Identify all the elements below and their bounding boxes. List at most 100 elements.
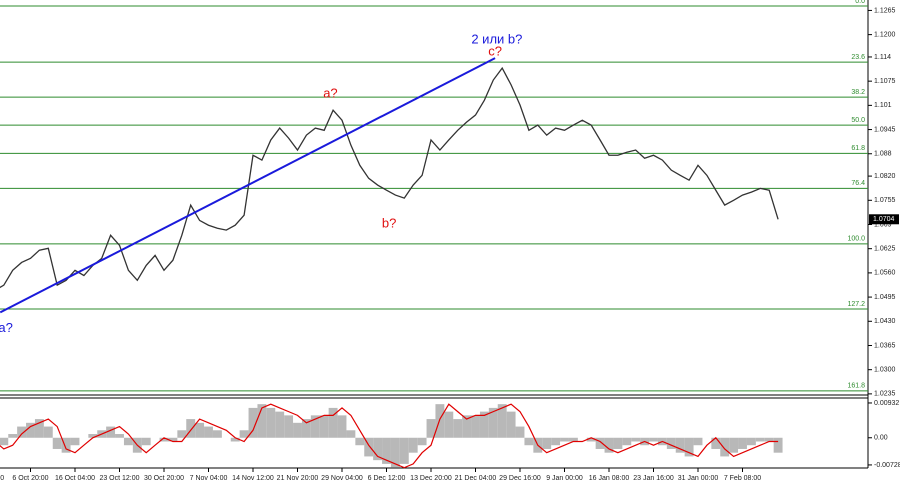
histogram-bar (720, 437, 730, 457)
histogram-bar (301, 419, 311, 438)
x-tick-label: 21 Dec 04:00 (455, 475, 497, 482)
y-tick-label: 1.0755 (874, 197, 896, 204)
y-tick-label: 1.0625 (874, 246, 896, 253)
histogram-bar (435, 404, 445, 438)
histogram-bar (738, 437, 747, 449)
histogram-bar (319, 415, 329, 438)
last-price-box (869, 214, 899, 225)
histogram-bar (257, 404, 267, 438)
histogram-bar (568, 437, 578, 442)
y-tick-label: 1.1265 (874, 7, 896, 14)
histogram-bar (649, 437, 658, 442)
histogram-bar (284, 415, 294, 438)
histogram-bar (17, 426, 27, 438)
x-tick-label: 6 Dec 12:00 (368, 475, 406, 482)
histogram-bar (488, 407, 498, 438)
x-tick-label: 13 Dec 20:00 (410, 475, 452, 482)
histogram-bar (399, 437, 409, 464)
histogram-bar (212, 430, 222, 438)
histogram-bar (61, 437, 71, 453)
fib-label: 100.0 (847, 236, 865, 243)
histogram-bar (52, 437, 62, 449)
y-tick-label: 1.069 (874, 221, 892, 228)
last-price-label: 1.0704 (873, 216, 895, 223)
histogram-bar (293, 422, 302, 438)
y-tick-label: 1.088 (874, 151, 892, 158)
histogram-bar (310, 415, 320, 438)
fib-label: 50.0 (851, 117, 865, 124)
histogram-bar (764, 437, 774, 442)
fib-label: 127.2 (847, 301, 865, 308)
histogram-bar (604, 437, 614, 453)
y-tick-label: 1.0365 (874, 342, 896, 349)
histogram-bar (195, 422, 205, 438)
histogram-bar (177, 430, 187, 438)
histogram-bar (560, 437, 569, 442)
histogram-bar (515, 426, 525, 438)
histogram-bar (355, 437, 365, 446)
x-tick-label: 2 Oct 12:00 (0, 475, 4, 482)
histogram-bar (186, 419, 196, 438)
histogram-bar (346, 430, 356, 438)
trendline (0, 57, 496, 314)
x-tick-label: 29 Dec 16:00 (499, 475, 541, 482)
histogram-bar (773, 437, 783, 453)
histogram-bar (462, 415, 472, 438)
histogram-bar (471, 415, 480, 438)
x-tick-label: 23 Jan 16:00 (633, 475, 674, 482)
histogram-bar (417, 437, 427, 446)
histogram-bar (479, 411, 489, 438)
histogram-bar (444, 411, 454, 438)
histogram-bar (204, 426, 213, 438)
histogram-bar (168, 437, 178, 442)
wave-annotation: a? (323, 86, 337, 101)
y-tick-label: 1.0300 (874, 367, 896, 374)
histogram-bar (729, 437, 739, 453)
histogram-bar (70, 437, 80, 446)
x-tick-label: 30 Oct 20:00 (144, 475, 184, 482)
histogram-bar (106, 426, 116, 438)
wave-annotation: 2 или b? (471, 31, 522, 46)
histogram-bar (159, 437, 169, 442)
histogram-bar (711, 437, 721, 449)
x-tick-label: 21 Nov 20:00 (277, 475, 319, 482)
histogram-bar (337, 415, 347, 438)
histogram-bar (684, 437, 694, 457)
fib-label: 161.8 (847, 383, 865, 390)
histogram-bar (524, 437, 534, 446)
histogram-bar (115, 434, 124, 438)
histogram-bar (666, 437, 676, 449)
histogram-bar (275, 411, 285, 438)
fib-label: 61.8 (851, 145, 865, 152)
y-tick-label: 1.0235 (874, 391, 896, 398)
histogram-bar (746, 437, 756, 446)
y-tick-label: 0.00932 (874, 400, 899, 407)
histogram-bar (506, 411, 516, 438)
histogram-bar (328, 407, 338, 438)
x-tick-label: 16 Jan 08:00 (589, 475, 630, 482)
y-tick-label: 1.1075 (874, 78, 896, 85)
histogram-bar (248, 407, 258, 438)
x-tick-label: 6 Oct 20:00 (12, 475, 48, 482)
price-line (0, 66, 779, 289)
histogram-bar (382, 437, 391, 464)
x-tick-label: 14 Nov 12:00 (232, 475, 274, 482)
y-tick-label: 1.0820 (874, 173, 896, 180)
histogram-bar (675, 437, 685, 453)
x-tick-label: 31 Jan 00:00 (678, 475, 719, 482)
histogram-bar (551, 437, 561, 446)
fib-label: 38.2 (851, 89, 865, 96)
histogram-bar (88, 434, 98, 438)
x-tick-label: 16 Oct 04:00 (55, 475, 95, 482)
wave-annotation: c? (488, 44, 502, 59)
histogram-bar (373, 437, 383, 461)
histogram-bar (266, 407, 276, 438)
x-tick-label: 23 Oct 12:00 (99, 475, 139, 482)
histogram-bar (8, 434, 18, 438)
histogram-bar (622, 437, 632, 446)
histogram-bar (141, 437, 151, 446)
y-tick-label: 1.0560 (874, 270, 896, 277)
x-tick-label: 29 Nov 04:00 (321, 475, 363, 482)
x-tick-label: 7 Feb 08:00 (724, 475, 761, 482)
